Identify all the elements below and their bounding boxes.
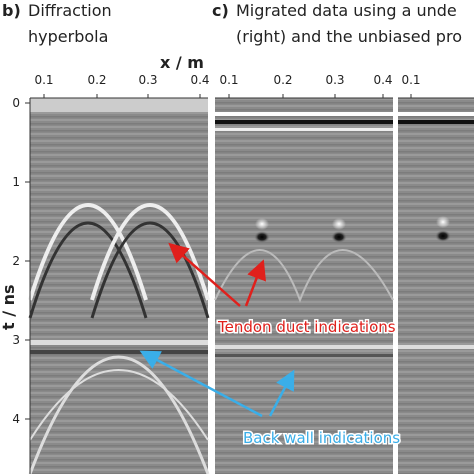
surface-band	[398, 112, 474, 116]
surface-band	[215, 120, 393, 124]
panel-letter: b)	[2, 1, 21, 20]
hyperbolas	[28, 203, 210, 474]
arrow	[268, 369, 295, 417]
point-reflectors	[214, 218, 394, 303]
radargram	[398, 98, 474, 474]
x-tick-label: 0.4	[190, 73, 209, 87]
x-tick-label: 0.1	[34, 73, 53, 87]
back-wall	[215, 354, 393, 357]
point-reflector	[436, 216, 450, 228]
y-tick-label: 0	[12, 96, 20, 110]
x-tick-label: 0.1	[401, 73, 420, 87]
y-tick-label: 2	[12, 254, 20, 268]
y-tick-label: 3	[12, 333, 20, 347]
y-tick-label: 4	[12, 412, 20, 426]
surface-band	[398, 120, 474, 124]
x-tick-label: 0.4	[373, 73, 392, 87]
x-tick-label: 0.3	[325, 73, 344, 87]
panel-title: Migrated data using a unde	[236, 1, 457, 20]
surface-band	[215, 128, 393, 131]
x-axis-label: x / m	[160, 53, 204, 72]
surface-band	[215, 112, 393, 116]
annotation: Back wall indications	[243, 429, 400, 447]
back-wall	[30, 350, 208, 354]
y-axis-label: t / ns	[0, 284, 18, 330]
radargram	[215, 98, 393, 474]
back-wall	[30, 340, 208, 345]
annotation: Tendon duct indications	[217, 318, 396, 336]
point-reflector	[435, 230, 451, 242]
panel-title: (right) and the unbiased pro	[236, 27, 462, 46]
panel-title: hyperbola	[28, 27, 108, 46]
back-wall	[215, 345, 393, 349]
panel-title: Diffraction	[28, 1, 112, 20]
surface-band	[30, 98, 208, 112]
x-tick-label: 0.1	[219, 73, 238, 87]
back-wall	[398, 345, 474, 349]
arrow	[168, 242, 241, 307]
panel-letter: c)	[212, 1, 229, 20]
y-tick-label: 1	[12, 175, 20, 189]
arrow	[139, 350, 263, 418]
x-tick-label: 0.2	[87, 73, 106, 87]
x-tick-label: 0.3	[138, 73, 157, 87]
x-tick-label: 0.2	[273, 73, 292, 87]
arrow	[244, 259, 267, 307]
